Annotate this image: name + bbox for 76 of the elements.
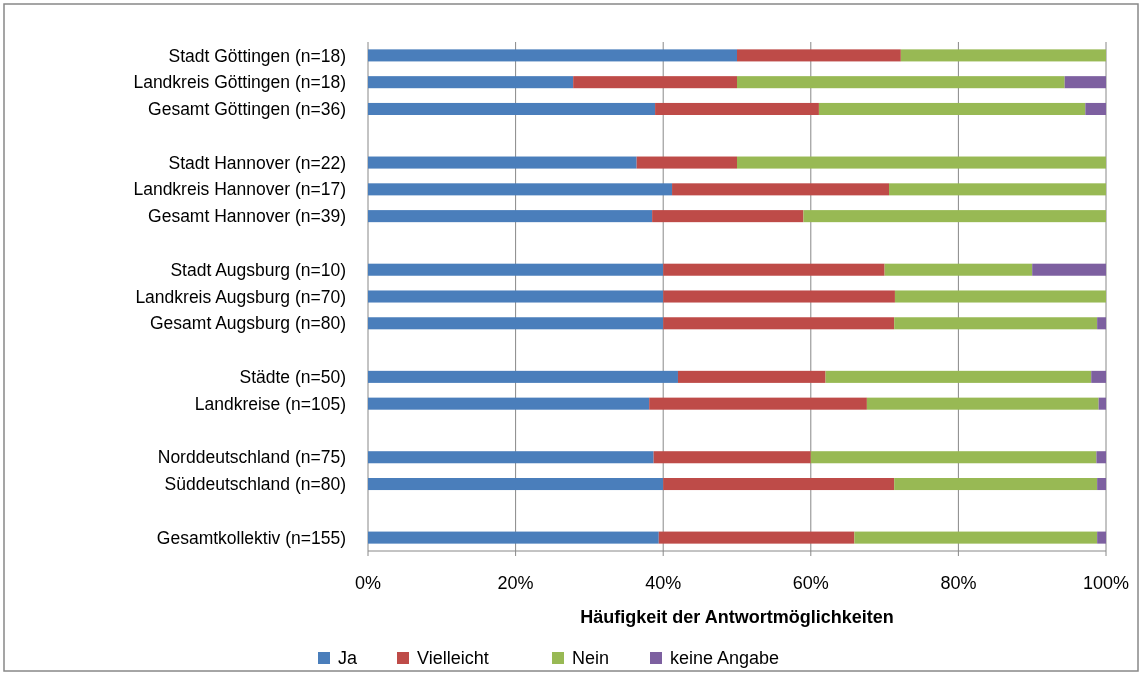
bar (894, 290, 1106, 303)
bar (900, 49, 1106, 62)
bar (818, 102, 1086, 115)
bar (368, 290, 664, 303)
bar (1032, 263, 1106, 276)
bar (368, 76, 574, 89)
bar (737, 76, 1065, 89)
bar (1091, 370, 1106, 383)
x-axis-title: Häufigkeit der Antwortmöglichkeiten (580, 607, 894, 627)
bar (653, 451, 811, 464)
x-tick-label: 0% (354, 573, 382, 593)
bar (368, 210, 653, 223)
bar (894, 478, 1098, 491)
y-tick-label: Stadt Hannover (n=22) (168, 152, 346, 173)
bar (672, 183, 890, 196)
bar (368, 478, 664, 491)
bar (663, 263, 885, 276)
x-tick-label: 40% (645, 573, 682, 593)
bar (663, 317, 895, 330)
bar (866, 397, 1099, 410)
bar (854, 531, 1098, 544)
bar (368, 156, 637, 169)
bar (810, 451, 1097, 464)
y-tick-label: Gesamt Hannover (n=39) (148, 206, 346, 227)
x-tick-label: 20% (497, 573, 534, 593)
bar (1097, 531, 1106, 544)
bar (368, 317, 664, 330)
y-tick-label: Landkreise (n=105) (194, 393, 346, 414)
bar (1064, 76, 1106, 89)
legend-label: Nein (572, 648, 610, 669)
bar (636, 156, 737, 169)
bar (368, 183, 673, 196)
bar (1097, 478, 1106, 491)
y-tick-label: Landkreis Hannover (n=17) (133, 179, 346, 200)
bar (658, 531, 855, 544)
bar (652, 210, 804, 223)
bar (663, 478, 895, 491)
y-tick-label: Stadt Göttingen (n=18) (168, 45, 346, 66)
bar (1096, 451, 1106, 464)
bar (825, 370, 1092, 383)
x-tick-label: 100% (1082, 573, 1130, 593)
bar (368, 451, 654, 464)
bar (649, 397, 867, 410)
bar (368, 370, 678, 383)
y-tick-label: Landkreis Augsburg (n=70) (135, 286, 346, 307)
x-tick-label: 80% (940, 573, 977, 593)
bar (368, 49, 737, 62)
y-tick-label: Norddeutschland (n=75) (157, 447, 346, 468)
bar (1085, 102, 1106, 115)
legend-label: keine Angabe (670, 648, 780, 669)
bar (889, 183, 1106, 196)
y-tick-label: Städte (n=50) (239, 366, 346, 387)
bar (655, 102, 819, 115)
bar (884, 263, 1033, 276)
bar (368, 263, 664, 276)
y-tick-label: Gesamt Augsburg (n=80) (149, 313, 346, 334)
bar (368, 531, 659, 544)
bar (1097, 317, 1106, 330)
bar (894, 317, 1098, 330)
bar (573, 76, 737, 89)
bar (737, 156, 1106, 169)
bar (368, 397, 650, 410)
bar (803, 210, 1106, 223)
bar (737, 49, 901, 62)
y-tick-label: Süddeutschland (n=80) (164, 474, 346, 495)
bar (1098, 397, 1106, 410)
y-tick-label: Stadt Augsburg (n=10) (170, 259, 346, 280)
x-tick-label: 60% (792, 573, 829, 593)
y-tick-label: Landkreis Göttingen (n=18) (133, 72, 346, 93)
legend-label: Ja (338, 648, 358, 669)
bar (677, 370, 826, 383)
y-tick-label: Gesamt Göttingen (n=36) (148, 99, 346, 120)
bar (368, 102, 656, 115)
legend-label: Vielleicht (417, 648, 489, 669)
bar (663, 290, 895, 303)
y-tick-label: Gesamtkollektiv (n=155) (156, 527, 346, 548)
